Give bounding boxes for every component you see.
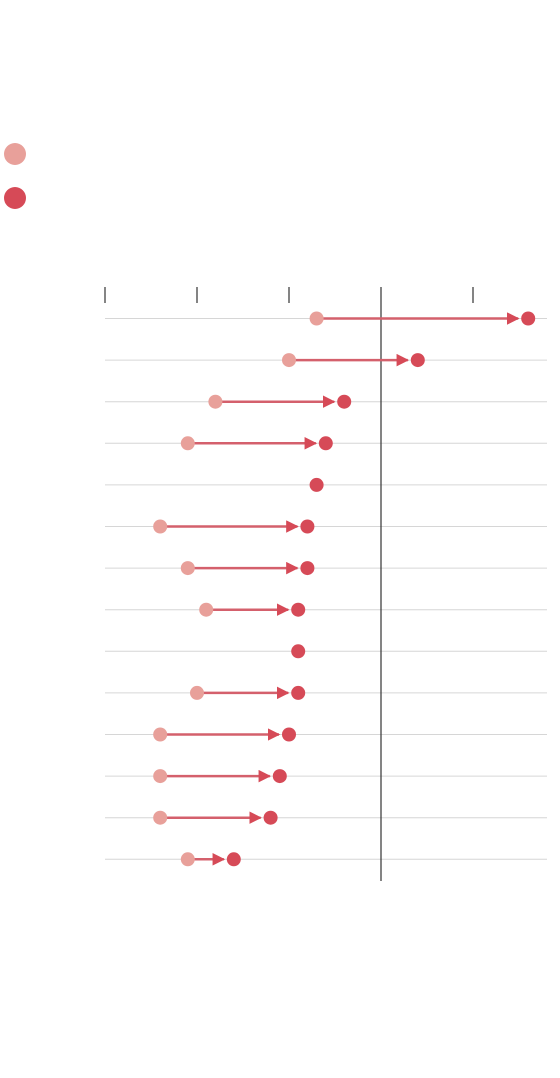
data-rows [153, 311, 536, 867]
start-dot [208, 394, 223, 409]
data-row [153, 727, 296, 742]
end-dot [300, 561, 315, 576]
start-dot [153, 769, 168, 784]
data-row [291, 644, 306, 659]
data-row [309, 311, 536, 326]
end-dot [410, 353, 425, 368]
end-dot [337, 394, 352, 409]
data-row [180, 436, 333, 451]
start-dot [180, 561, 195, 576]
end-dot [282, 727, 296, 742]
start-dot [199, 602, 214, 617]
end-dot [300, 519, 315, 534]
start-dot [180, 436, 195, 451]
data-row [180, 852, 241, 867]
start-dot [153, 727, 168, 742]
legend-start-dot [4, 143, 26, 165]
end-dot [291, 685, 306, 700]
x-axis-ticks [104, 287, 474, 303]
data-row [153, 519, 315, 534]
gridlines [105, 318, 547, 860]
data-row [153, 769, 287, 784]
data-row [190, 685, 306, 700]
data-row [309, 477, 324, 492]
data-row [208, 394, 352, 409]
end-dot [291, 602, 306, 617]
end-dot [521, 311, 536, 326]
start-dot [180, 852, 195, 867]
legend-end-dot [4, 187, 26, 209]
end-dot [263, 810, 278, 825]
start-dot [153, 810, 168, 825]
start-dot [282, 353, 296, 368]
end-dot [318, 436, 333, 451]
start-dot [190, 685, 204, 700]
start-dot [153, 519, 168, 534]
end-dot [272, 769, 287, 784]
end-dot [291, 644, 306, 659]
end-dot [226, 852, 241, 867]
end-dot [309, 477, 324, 492]
data-row [180, 561, 315, 576]
start-dot [309, 311, 324, 326]
data-row [153, 810, 278, 825]
data-row [199, 602, 306, 617]
data-row [282, 353, 425, 368]
